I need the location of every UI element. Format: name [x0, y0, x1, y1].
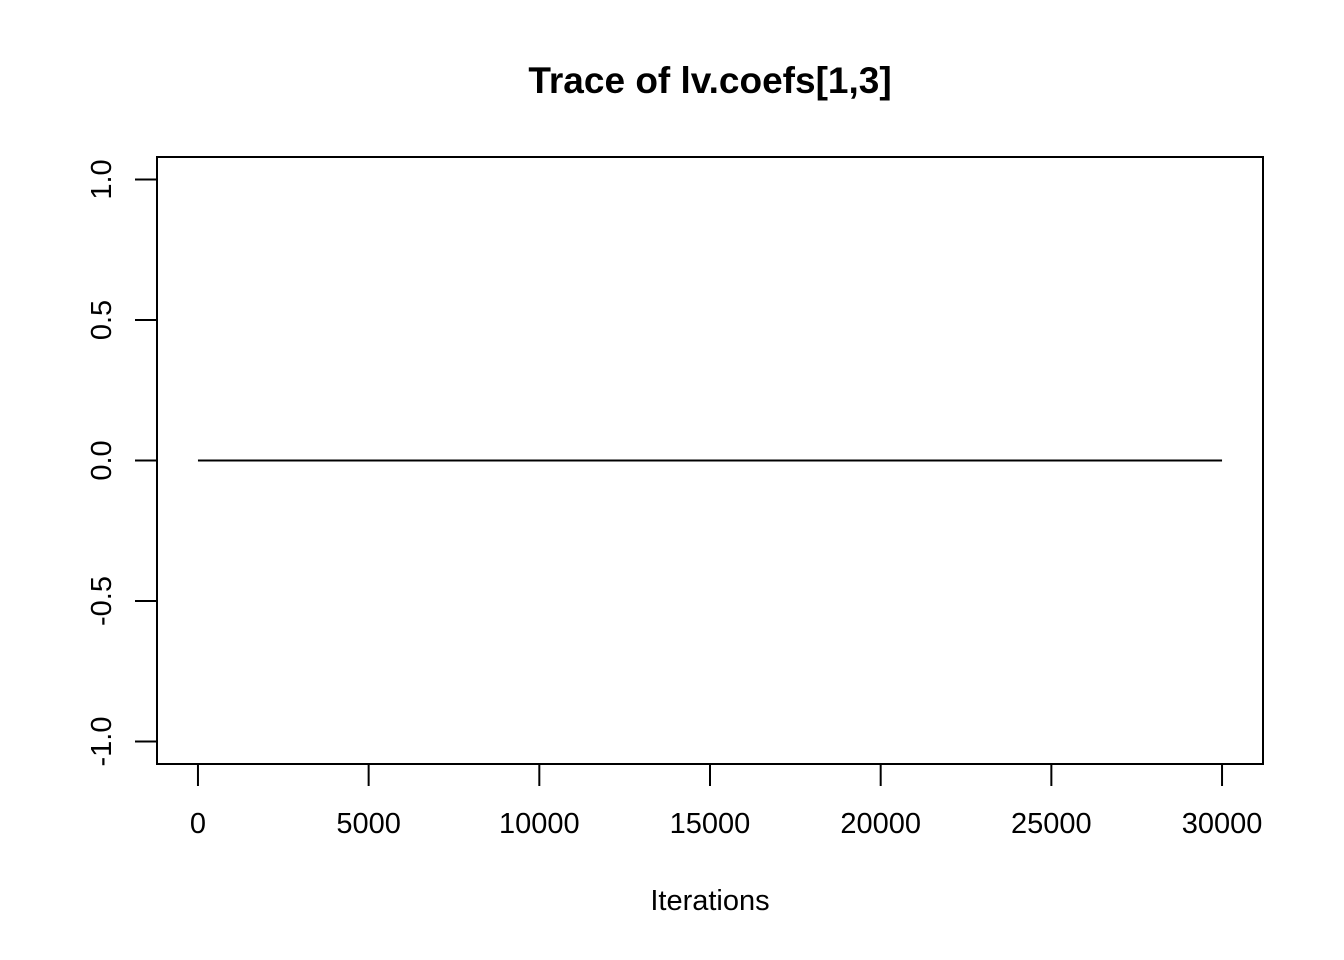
y-tick-label: 0.5	[86, 300, 118, 340]
y-tick-label: 1.0	[86, 159, 118, 199]
y-tick-label: -0.5	[86, 576, 118, 626]
y-axis: -1.0 -0.5 0.0 0.5 1.0	[86, 159, 158, 767]
x-tick-label: 25000	[1011, 808, 1092, 840]
x-tick-label: 10000	[499, 808, 580, 840]
y-tick-label: 0.0	[86, 440, 118, 480]
x-tick-label: 30000	[1182, 808, 1263, 840]
x-tick-label: 20000	[840, 808, 921, 840]
y-tick-label: -1.0	[86, 717, 118, 767]
x-tick-label: 0	[190, 808, 206, 840]
x-tick-label: 15000	[670, 808, 751, 840]
x-axis: 0 5000 10000 15000 20000 25000 30000	[190, 763, 1263, 840]
x-tick-label: 5000	[336, 808, 401, 840]
chart-title: Trace of lv.coefs[1,3]	[528, 60, 891, 101]
x-axis-label: Iterations	[650, 885, 769, 917]
